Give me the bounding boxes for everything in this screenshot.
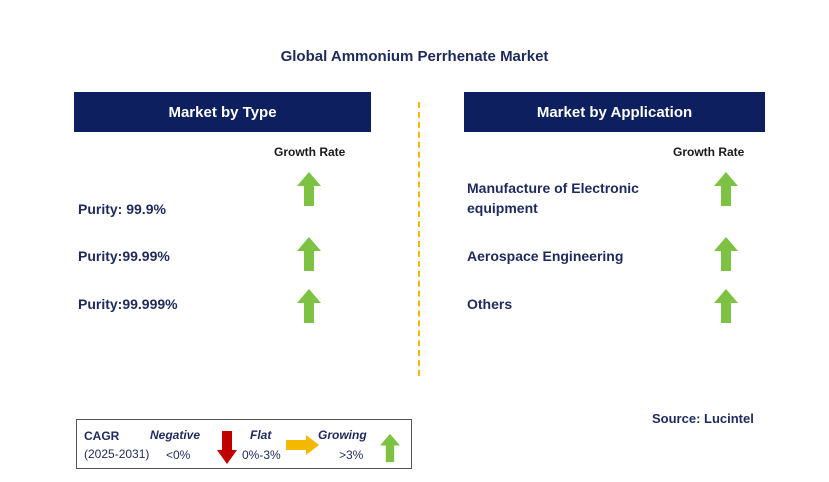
up-arrow-icon — [380, 432, 400, 464]
legend-growing-label: Growing — [318, 428, 367, 442]
panel-divider — [418, 102, 420, 376]
legend-negative-label: Negative — [150, 428, 201, 442]
source-label: Source: Lucintel — [652, 411, 754, 426]
legend-flat-range: 0%-3% — [242, 448, 281, 462]
up-arrow-icon — [714, 172, 738, 206]
up-arrow-icon — [714, 289, 738, 323]
legend-flat-label: Flat — [250, 428, 272, 442]
up-arrow-icon — [297, 172, 321, 206]
legend-growing-range: >3% — [339, 448, 364, 462]
type-item-label: Purity:99.999% — [78, 296, 178, 312]
right-arrow-icon — [286, 435, 319, 455]
down-arrow-icon — [217, 431, 237, 464]
up-arrow-icon — [297, 237, 321, 271]
legend-cagr-label: CAGR — [84, 429, 120, 443]
up-arrow-icon — [297, 289, 321, 323]
application-item-label: Others — [467, 296, 513, 312]
chart-title: Global Ammonium Perrhenate Market — [280, 48, 549, 65]
application-item-label-line2: equipment — [467, 200, 538, 216]
application-item-label: Aerospace Engineering — [467, 248, 624, 264]
right-growth-rate-label: Growth Rate — [673, 145, 745, 159]
left-growth-rate-label: Growth Rate — [274, 145, 346, 159]
application-item-label: Manufacture of Electronic equipment — [467, 178, 639, 218]
market-by-type-header: Market by Type — [74, 92, 371, 132]
market-by-application-header: Market by Application — [464, 92, 765, 132]
type-item-label: Purity:99.99% — [78, 248, 170, 264]
legend-period-label: (2025-2031) — [84, 447, 150, 461]
up-arrow-icon — [714, 237, 738, 271]
legend-box: CAGR (2025-2031) Negative <0% Flat 0%-3%… — [76, 419, 412, 469]
application-item-label-line1: Manufacture of Electronic — [467, 180, 639, 196]
legend-negative-range: <0% — [166, 448, 191, 462]
type-item-label: Purity: 99.9% — [78, 201, 166, 217]
